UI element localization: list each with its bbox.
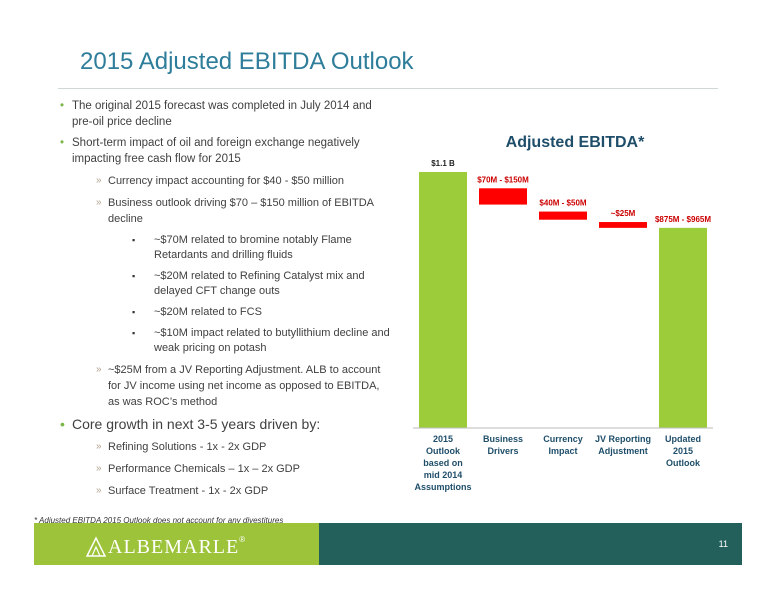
- chart-bar: [539, 211, 587, 220]
- chart-data-label: $875M - $965M: [655, 215, 711, 224]
- sub-bullet-surface: Surface Treatment - 1x - 2x GDP: [60, 483, 390, 499]
- bullet-short-term-impact: Short-term impact of oil and foreign exc…: [60, 135, 390, 167]
- detail-butyllithium: ~$10M impact related to butyllithium dec…: [60, 326, 390, 356]
- chart-data-label: ~$25M: [611, 209, 636, 218]
- bullet-list: The original 2015 forecast was completed…: [60, 98, 390, 504]
- sub-bullet-performance: Performance Chemicals – 1x – 2x GDP: [60, 461, 390, 477]
- detail-bromine: ~$70M related to bromine notably Flame R…: [60, 233, 390, 263]
- sub-bullet-currency: Currency impact accounting for $40 - $50…: [60, 173, 390, 189]
- page-number: 11: [718, 539, 728, 549]
- company-logo: ALBEMARLE ®: [84, 535, 245, 559]
- detail-refining-catalyst: ~$20M related to Refining Catalyst mix a…: [60, 269, 390, 299]
- registered-mark: ®: [239, 535, 246, 544]
- sub-bullet-jv-adjustment: ~$25M from a JV Reporting Adjustment. AL…: [60, 362, 390, 410]
- chart-title: Adjusted EBITDA*: [506, 134, 645, 151]
- chart-bar: [479, 188, 527, 205]
- bullet-core-growth: Core growth in next 3-5 years driven by:: [60, 415, 390, 433]
- chart-data-label: $40M - $50M: [539, 199, 586, 208]
- footer-green-panel: ALBEMARLE ®: [34, 523, 319, 565]
- chart-bar: [419, 172, 467, 428]
- albemarle-logo-icon: [85, 536, 107, 557]
- bullet-forecast: The original 2015 forecast was completed…: [60, 98, 390, 130]
- chart-data-label: $1.1 B: [431, 159, 455, 168]
- chart-category-label: JV Reporting Adjustment: [595, 434, 651, 456]
- title-divider: [58, 88, 718, 89]
- chart-bar: [659, 227, 707, 428]
- company-name: ALBEMARLE: [108, 535, 240, 558]
- footer-teal-panel: 11: [319, 523, 742, 565]
- chart-category-label: Currency Impact: [543, 434, 583, 456]
- detail-fcs: ~$20M related to FCS: [60, 305, 390, 320]
- sub-bullet-business-outlook: Business outlook driving $70 – $150 mill…: [60, 195, 390, 227]
- chart-data-label: $70M - $150M: [477, 175, 529, 184]
- page-title: 2015 Adjusted EBITDA Outlook: [80, 48, 414, 75]
- chart-category-label: Business Drivers: [483, 434, 523, 456]
- sub-bullet-refining: Refining Solutions - 1x - 2x GDP: [60, 439, 390, 455]
- ebitda-waterfall-chart: Adjusted EBITDA* $1.1 B 2015 Outlook based o…: [413, 134, 713, 492]
- footnote: * Adjusted EBITDA 2015 Outlook does not …: [34, 516, 284, 525]
- chart-category-label: 2015 Outlook based on mid 2014 Assumptions: [414, 434, 471, 492]
- chart-category-label: Updated 2015 Outlook: [665, 434, 701, 468]
- footer-band: ALBEMARLE ® 11: [34, 523, 742, 565]
- chart-bar: [599, 222, 647, 228]
